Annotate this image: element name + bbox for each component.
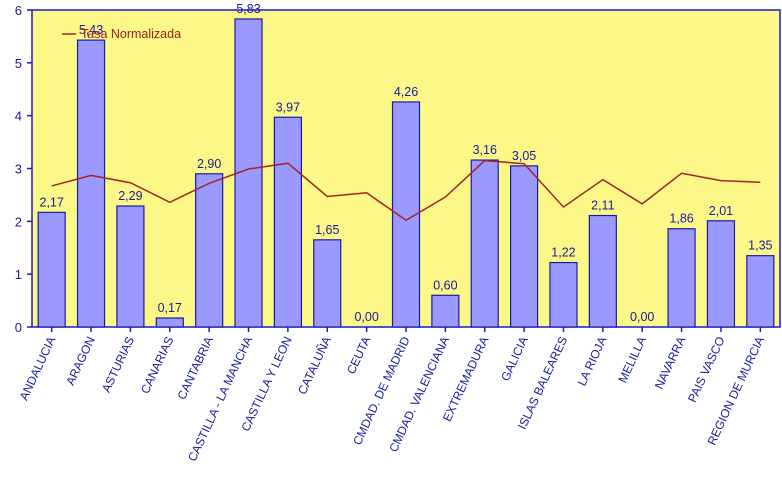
bar-value-label: 1,65 <box>315 223 339 237</box>
x-category-label: ASTURIAS <box>99 334 137 394</box>
bar <box>470 159 499 328</box>
bar-value-label: 2,01 <box>709 204 733 218</box>
bar-value-label: 1,35 <box>748 239 772 253</box>
x-category-label: GALICIA <box>498 334 531 383</box>
bar <box>746 255 775 328</box>
bar-value-label: 1,22 <box>551 246 575 260</box>
y-tick-label: 1 <box>15 267 22 282</box>
y-tick-label: 6 <box>15 3 22 18</box>
y-axis: 0 1 2 3 4 5 6 <box>15 3 32 335</box>
bar-value-label: 2,11 <box>591 199 614 213</box>
bar <box>706 220 736 328</box>
bar-value-label: 5,83 <box>236 2 260 16</box>
y-tick-label: 0 <box>15 320 22 335</box>
bar <box>510 165 539 328</box>
bar-value-label: 0,60 <box>433 278 457 292</box>
tasa-normalizada-line <box>51 159 761 222</box>
bar-value-label: 2,90 <box>197 157 221 171</box>
bar-value-label: 3,16 <box>473 143 497 157</box>
bar <box>195 173 224 328</box>
legend: Tasa Normalizada <box>62 27 181 41</box>
bar-value-label: 0,00 <box>630 310 654 324</box>
bar-value-label: 2,17 <box>40 195 64 209</box>
bar-value-label: 3,05 <box>512 149 536 163</box>
y-tick-label: 4 <box>15 109 22 124</box>
x-category-label: CEUTA <box>344 334 374 376</box>
y-tick-label: 2 <box>15 214 22 229</box>
bar <box>549 261 578 328</box>
bar-value-label: 2,29 <box>118 189 142 203</box>
bar <box>116 205 145 328</box>
bar <box>588 214 617 328</box>
legend-label: Tasa Normalizada <box>81 27 181 41</box>
bar-value-label: 0,17 <box>158 301 182 315</box>
x-category-label: CANTABRIA <box>175 334 216 401</box>
bar-value-label: 0,00 <box>354 310 378 324</box>
bar <box>431 294 460 328</box>
bar <box>667 228 696 328</box>
bar-labels: 2,17 5,43 2,29 0,17 2,90 5,83 3,97 1,65 0,00 4,26… <box>40 2 773 324</box>
y-tick-label: 5 <box>15 56 22 71</box>
bar <box>313 239 342 328</box>
x-category-label: NAVARRA <box>652 334 688 391</box>
x-category-label: ANDALUCIA <box>17 334 59 402</box>
x-category-label: MELILLA <box>615 334 649 385</box>
bar-value-label: 4,26 <box>394 85 418 99</box>
x-category-label: CATALUÑA <box>295 334 334 396</box>
x-axis: ANDALUCIA ARAGON ASTURIAS CANARIASCANTABRIA… <box>17 327 767 464</box>
x-category-label: ARAGON <box>63 334 98 387</box>
bar-value-label: 5,43 <box>79 23 103 37</box>
bar <box>76 39 106 328</box>
x-category-label: CANARIAS <box>138 334 177 396</box>
bar <box>37 211 66 328</box>
bar-value-label: 3,97 <box>276 100 300 114</box>
bar-value-label: 1,86 <box>669 212 693 226</box>
bar <box>155 317 184 328</box>
bars <box>37 18 775 328</box>
bar <box>273 116 302 328</box>
x-category-label: PAIS VASCO <box>685 334 728 404</box>
y-tick-label: 3 <box>15 162 22 177</box>
x-category-label: LA RIOJA <box>575 334 610 388</box>
